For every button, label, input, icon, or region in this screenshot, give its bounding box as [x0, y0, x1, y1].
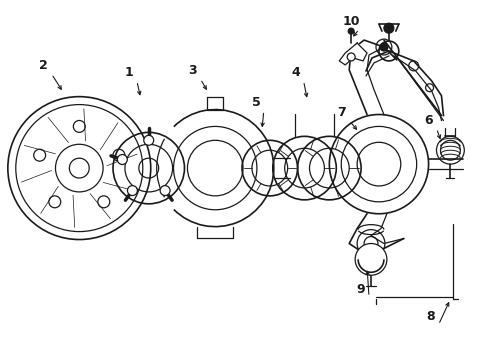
Circle shape — [118, 154, 127, 165]
Text: 4: 4 — [291, 66, 300, 79]
Text: 3: 3 — [188, 64, 196, 77]
Circle shape — [127, 186, 137, 195]
Text: 1: 1 — [124, 66, 133, 79]
Circle shape — [348, 28, 354, 34]
Text: 7: 7 — [337, 106, 345, 119]
Text: 9: 9 — [357, 283, 366, 296]
Circle shape — [144, 135, 154, 145]
Text: 6: 6 — [424, 114, 433, 127]
Text: 5: 5 — [251, 96, 260, 109]
Circle shape — [384, 23, 394, 33]
Circle shape — [380, 43, 388, 51]
Circle shape — [355, 243, 387, 275]
Circle shape — [160, 186, 170, 195]
Circle shape — [347, 53, 355, 61]
Polygon shape — [339, 43, 367, 65]
Text: 10: 10 — [343, 15, 360, 28]
Text: 2: 2 — [39, 59, 48, 72]
Text: 8: 8 — [426, 310, 435, 323]
